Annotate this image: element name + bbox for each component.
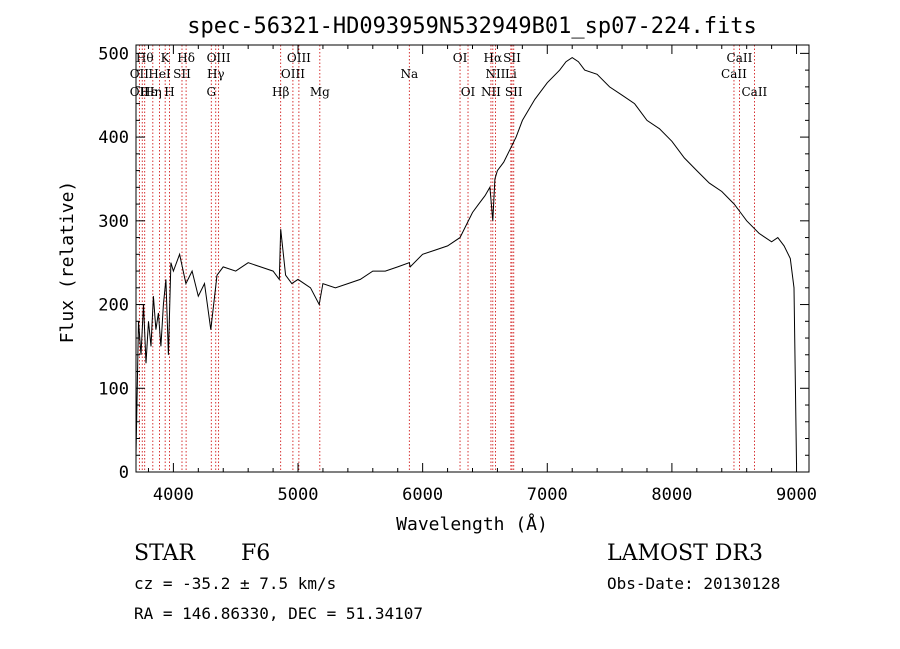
x-axis: 4000 5000 6000 7000 8000 9000: [147, 45, 817, 505]
y-tick-label: 400: [98, 128, 129, 148]
emission-line-label: OII: [130, 85, 150, 99]
y-tick-label: 500: [98, 44, 129, 64]
emission-line-label: CaII: [741, 85, 767, 99]
y-tick-label: 0: [119, 463, 129, 483]
emission-line-label: OIII: [281, 67, 305, 81]
emission-line-label: SII: [505, 85, 523, 99]
emission-line-label: OI: [453, 51, 468, 65]
emission-line-label: Mg: [310, 85, 330, 99]
emission-line-label: Hγ: [207, 67, 225, 81]
y-axis: 0 100 200 300 400 500: [98, 44, 809, 483]
object-class: STAR: [134, 541, 196, 566]
emission-line-label: Hδ: [177, 51, 195, 65]
emission-line-label: H: [164, 85, 174, 99]
x-tick-label: 6000: [402, 485, 443, 505]
plot-frame: [135, 44, 810, 473]
emission-line-label: SII: [503, 51, 521, 65]
x-tick-label: 8000: [651, 485, 692, 505]
redshift-cz: cz = -35.2 ± 7.5 km/s: [134, 574, 336, 593]
emission-line-markers: [138, 45, 755, 472]
emission-line-label: K: [161, 51, 171, 65]
emission-line-label: OIII: [287, 51, 311, 65]
emission-line-label: Hε: [140, 85, 157, 99]
emission-line-label: CaII: [727, 51, 753, 65]
object-subclass: F6: [241, 541, 270, 566]
emission-line-label: Hα: [484, 51, 503, 65]
emission-line-label: G: [206, 85, 216, 99]
emission-line-label: SII: [173, 67, 191, 81]
y-tick-label: 300: [98, 212, 129, 232]
emission-line-label: HeI: [148, 67, 171, 81]
emission-line-label: OII: [130, 67, 150, 81]
emission-line-label: Hβ: [272, 85, 289, 99]
x-tick-label: 5000: [278, 485, 319, 505]
y-tick-label: 100: [98, 379, 129, 399]
emission-line-label: OI: [461, 85, 476, 99]
emission-line-label: NII: [481, 85, 501, 99]
x-tick-label: 7000: [527, 485, 568, 505]
y-axis-label: Flux (relative): [57, 181, 78, 344]
y-tick-label: 200: [98, 296, 129, 316]
x-tick-label: 4000: [153, 485, 194, 505]
emission-line-label: NII: [485, 67, 505, 81]
emission-line-label: Na: [400, 67, 418, 81]
emission-line-label: Hη: [144, 85, 162, 99]
emission-line-label: Hθ: [136, 51, 154, 65]
emission-line-label: OIII: [207, 51, 231, 65]
x-tick-label: 9000: [776, 485, 817, 505]
coordinates: RA = 146.86330, DEC = 51.34107: [134, 604, 423, 623]
observation-date: Obs-Date: 20130128: [607, 574, 780, 593]
chart-title: spec-56321-HD093959N532949B01_sp07-224.f…: [187, 14, 757, 39]
survey-name: LAMOST DR3: [607, 541, 763, 566]
emission-line-label: CaII: [721, 67, 747, 81]
emission-line-label: Li: [505, 67, 517, 81]
x-axis-label: Wavelength (Å): [396, 513, 548, 535]
spectrum-line: [135, 57, 797, 464]
